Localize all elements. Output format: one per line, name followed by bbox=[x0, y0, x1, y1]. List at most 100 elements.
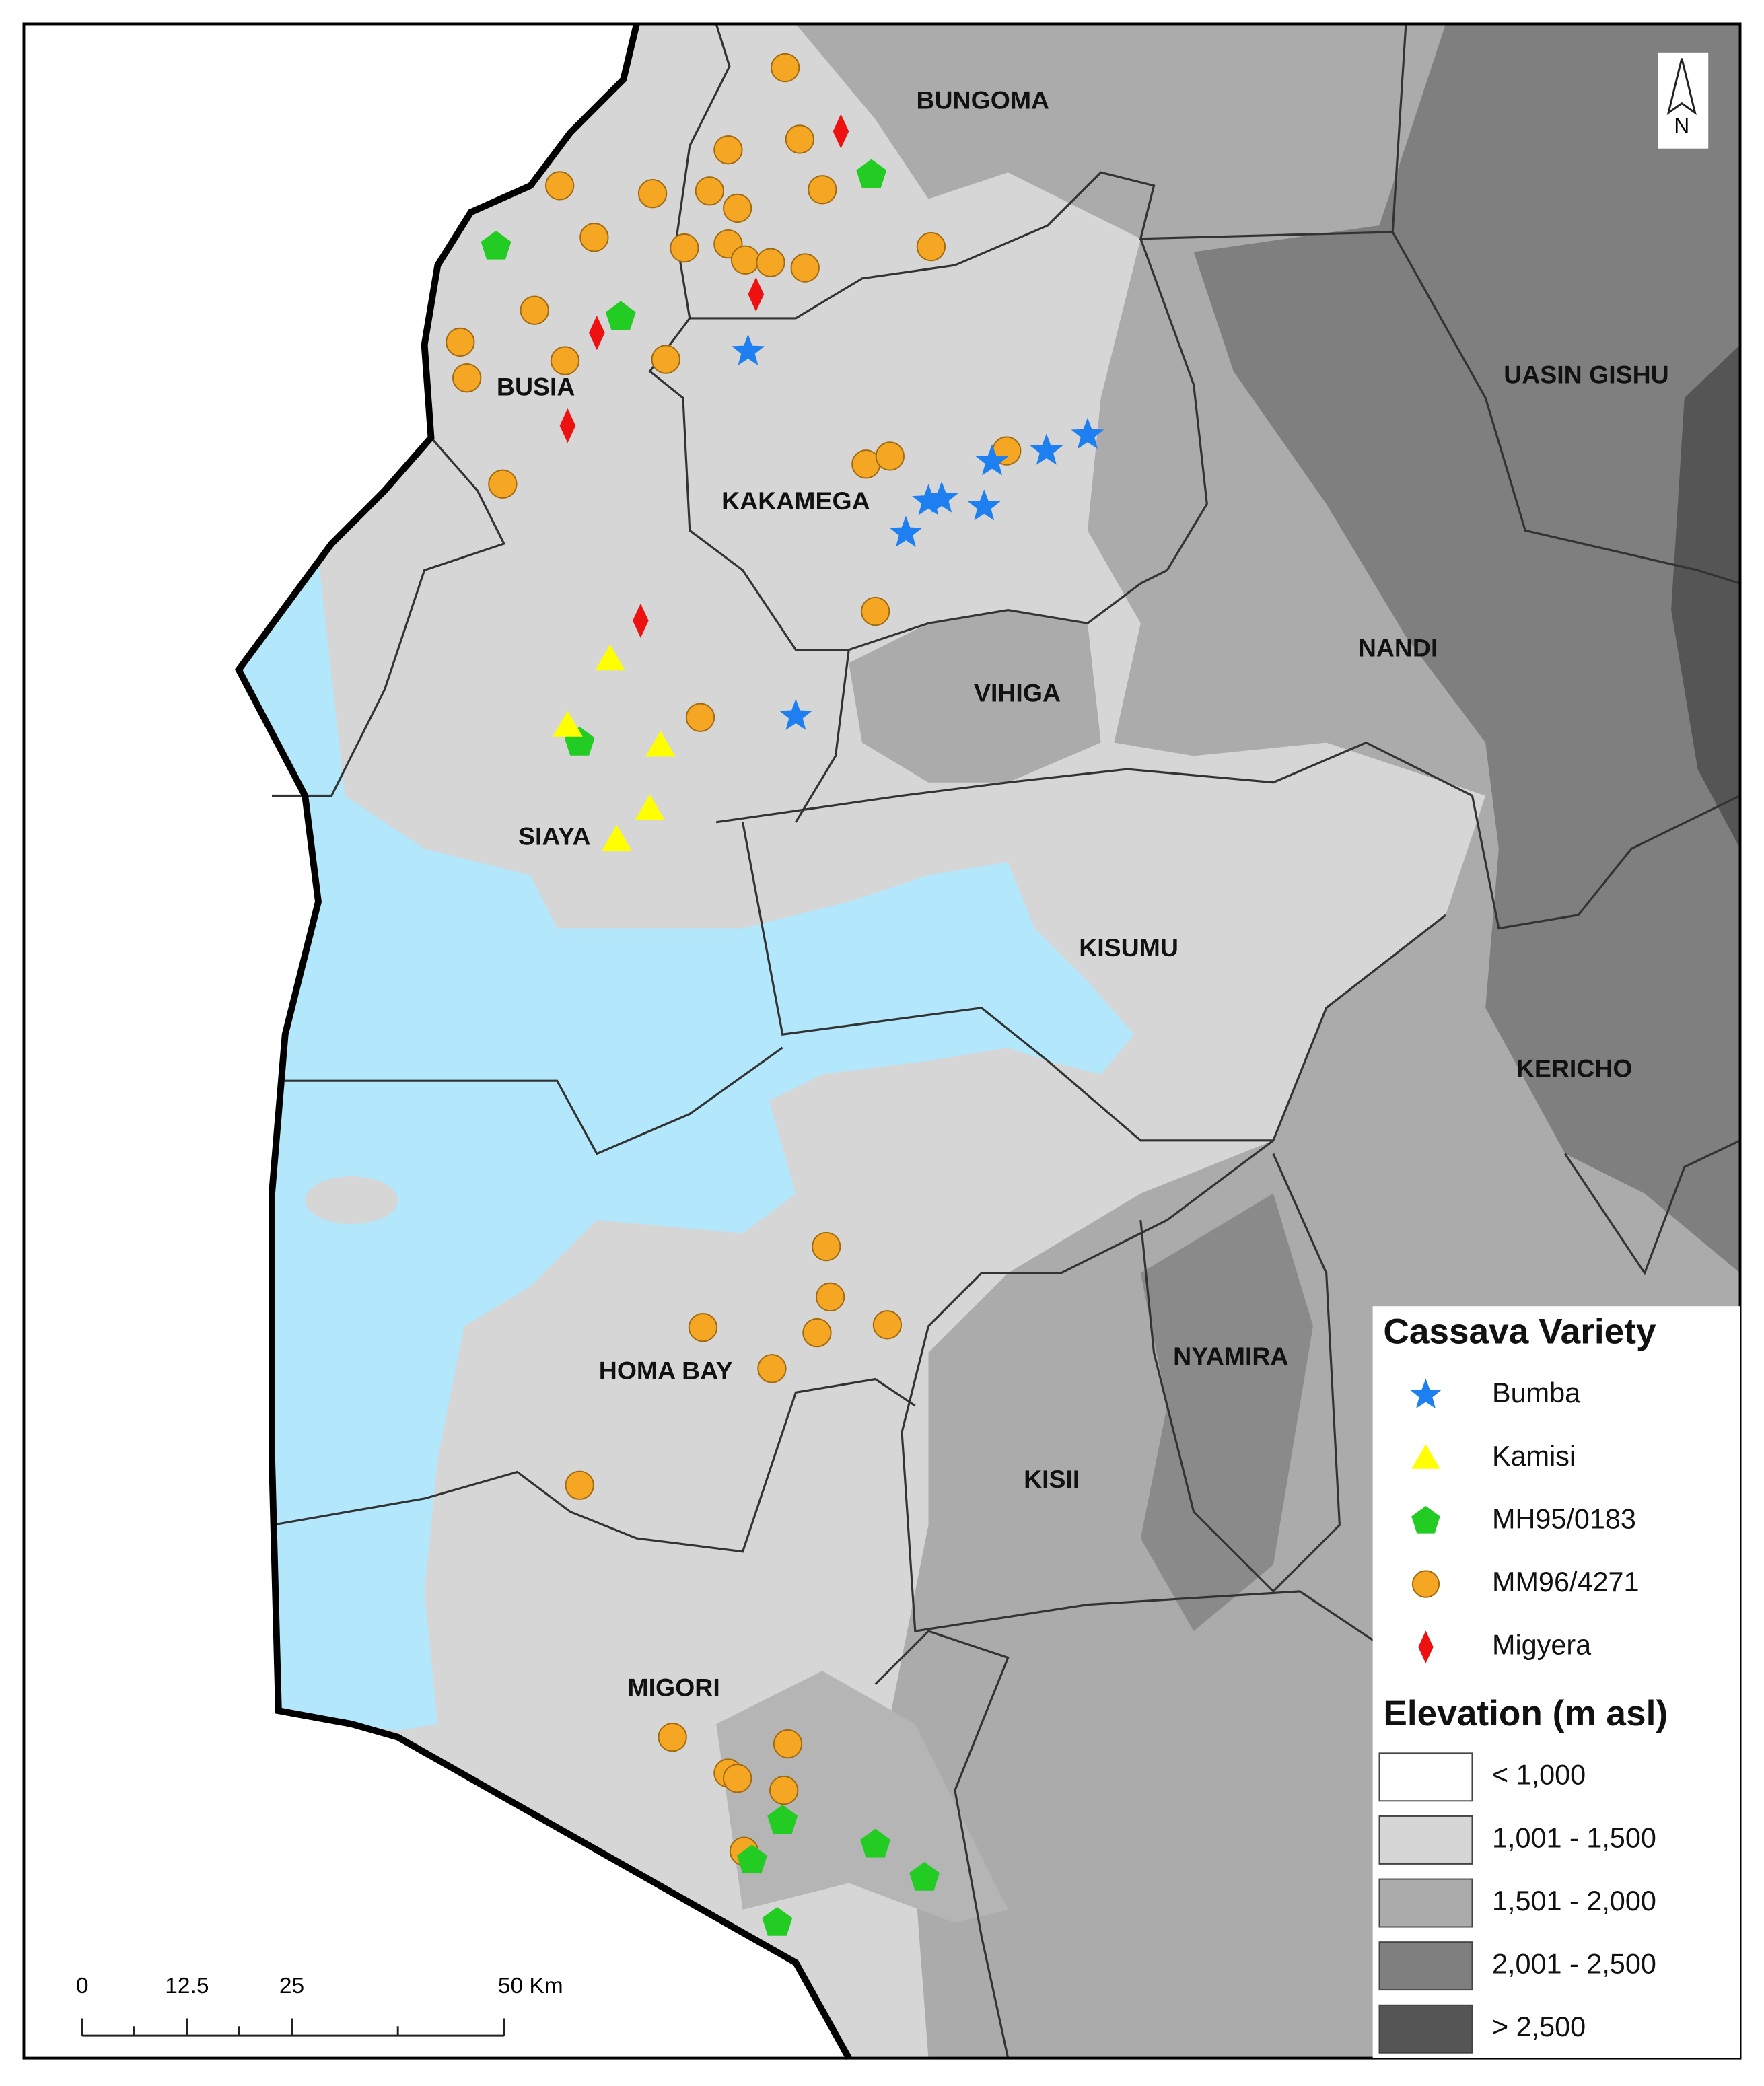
north-label: N bbox=[1674, 113, 1689, 137]
sample-point bbox=[579, 223, 609, 252]
sample-point bbox=[925, 481, 958, 513]
boundary bbox=[648, 24, 849, 651]
lake-victoria bbox=[238, 556, 1134, 1731]
sample-point bbox=[770, 52, 800, 83]
county-label: NANDI bbox=[1358, 634, 1438, 662]
elevation-swatch bbox=[1378, 1752, 1473, 1802]
sample-point bbox=[769, 1775, 799, 1805]
scale-labels: 0 12.5 25 50 Km bbox=[76, 1974, 563, 1999]
boundary bbox=[1391, 231, 1740, 585]
border bbox=[234, 23, 852, 2060]
sample-point bbox=[723, 1764, 752, 1793]
elevation-2001-2500 bbox=[1140, 1193, 1313, 1632]
legend-label: Kamisi bbox=[1492, 1441, 1576, 1472]
sample-point bbox=[633, 603, 649, 638]
sample-point bbox=[975, 444, 1009, 476]
county-label: KISUMU bbox=[1079, 933, 1178, 962]
sample-point bbox=[723, 193, 752, 223]
island bbox=[305, 1176, 398, 1225]
elevation-label: > 2,500 bbox=[1492, 2011, 1586, 2042]
sample-point bbox=[767, 1805, 798, 1834]
elevation-swatch bbox=[1378, 1878, 1473, 1928]
county-label: BUSIA bbox=[497, 372, 575, 400]
boundary bbox=[271, 437, 506, 797]
sample-point bbox=[1071, 417, 1104, 449]
north-arrow: N bbox=[1658, 52, 1709, 149]
sample-point bbox=[695, 176, 724, 206]
sample-point bbox=[635, 794, 665, 820]
legend-symbol bbox=[1411, 1444, 1440, 1469]
sample-point bbox=[685, 703, 715, 732]
boundary bbox=[795, 238, 1208, 823]
boundary bbox=[1564, 1139, 1741, 1276]
sample-point bbox=[912, 484, 945, 515]
sample-point bbox=[637, 179, 668, 209]
legend-symbol bbox=[1411, 1505, 1440, 1534]
county-label: SIAYA bbox=[518, 822, 591, 850]
sample-point bbox=[553, 711, 583, 737]
boundary bbox=[271, 1377, 916, 1553]
boundary bbox=[874, 1630, 1010, 2058]
sample-point bbox=[762, 1906, 793, 1936]
county-labels: BUNGOMA BUSIA UASIN GISHU KAKAMEGA NANDI VIHI… bbox=[497, 86, 1669, 1702]
elevation-2001-2500 bbox=[1193, 24, 1740, 1273]
sample-point bbox=[779, 698, 812, 730]
sample-point bbox=[802, 1318, 832, 1348]
county-label: HOMA BAY bbox=[599, 1357, 733, 1385]
sample-point bbox=[520, 295, 549, 325]
county-label: KAKAMEGA bbox=[721, 487, 870, 515]
sample-point bbox=[658, 1723, 687, 1752]
sample-point bbox=[875, 441, 905, 471]
legend-label: MM96/4271 bbox=[1492, 1567, 1639, 1597]
legend-symbol bbox=[1411, 1570, 1440, 1598]
scale-label: 25 bbox=[279, 1974, 304, 1999]
scale-label: 0 bbox=[76, 1974, 89, 1999]
elevation-legend-title: Elevation (m asl) bbox=[1383, 1694, 1668, 1733]
sample-point bbox=[773, 1729, 803, 1759]
legend-label: Migyera bbox=[1492, 1630, 1592, 1661]
scale-bar bbox=[81, 2018, 505, 2037]
elevation-label: 1,501 - 2,000 bbox=[1492, 1885, 1656, 1916]
legend-label: Bumba bbox=[1492, 1377, 1581, 1408]
sample-point bbox=[860, 1828, 891, 1858]
elevation-1501-2000 bbox=[849, 610, 1101, 783]
sample-points bbox=[446, 52, 1104, 1936]
elevation-label: 2,001 - 2,500 bbox=[1492, 1949, 1656, 1980]
sample-point bbox=[588, 316, 605, 351]
sample-point bbox=[856, 159, 887, 188]
sample-point bbox=[736, 1844, 767, 1874]
sample-point bbox=[909, 1861, 940, 1891]
sample-point bbox=[670, 233, 699, 263]
sample-point bbox=[550, 346, 580, 375]
frame bbox=[22, 22, 1742, 2060]
sample-point bbox=[812, 1231, 841, 1262]
elevation-above-2500 bbox=[1671, 345, 1740, 849]
sample-point bbox=[605, 301, 636, 330]
county-label: KISII bbox=[1024, 1465, 1080, 1493]
legend-title: Cassava Variety bbox=[1383, 1312, 1656, 1352]
elevation-swatch bbox=[1378, 2004, 1473, 2054]
county-label: KERICHO bbox=[1516, 1054, 1633, 1082]
legend-label: MH95/0183 bbox=[1492, 1503, 1636, 1534]
sample-point bbox=[785, 124, 814, 154]
sample-point bbox=[688, 1313, 718, 1342]
sample-point bbox=[1030, 433, 1063, 465]
sample-point bbox=[757, 1354, 787, 1383]
boundary bbox=[742, 822, 1447, 1142]
sample-point bbox=[446, 327, 475, 357]
county-label: UASIN GISHU bbox=[1504, 361, 1668, 389]
sample-point bbox=[756, 248, 785, 277]
sample-point bbox=[595, 644, 625, 671]
sample-point bbox=[651, 345, 680, 374]
boundary bbox=[901, 1139, 1740, 1646]
sample-point bbox=[713, 135, 743, 165]
elevation-swatch bbox=[1378, 1941, 1473, 1991]
sample-point bbox=[452, 363, 482, 393]
sample-point bbox=[967, 489, 1001, 521]
elevation-label: < 1,000 bbox=[1492, 1760, 1586, 1791]
sample-point bbox=[808, 175, 837, 205]
sample-point bbox=[748, 277, 765, 312]
sample-point bbox=[815, 1282, 845, 1312]
